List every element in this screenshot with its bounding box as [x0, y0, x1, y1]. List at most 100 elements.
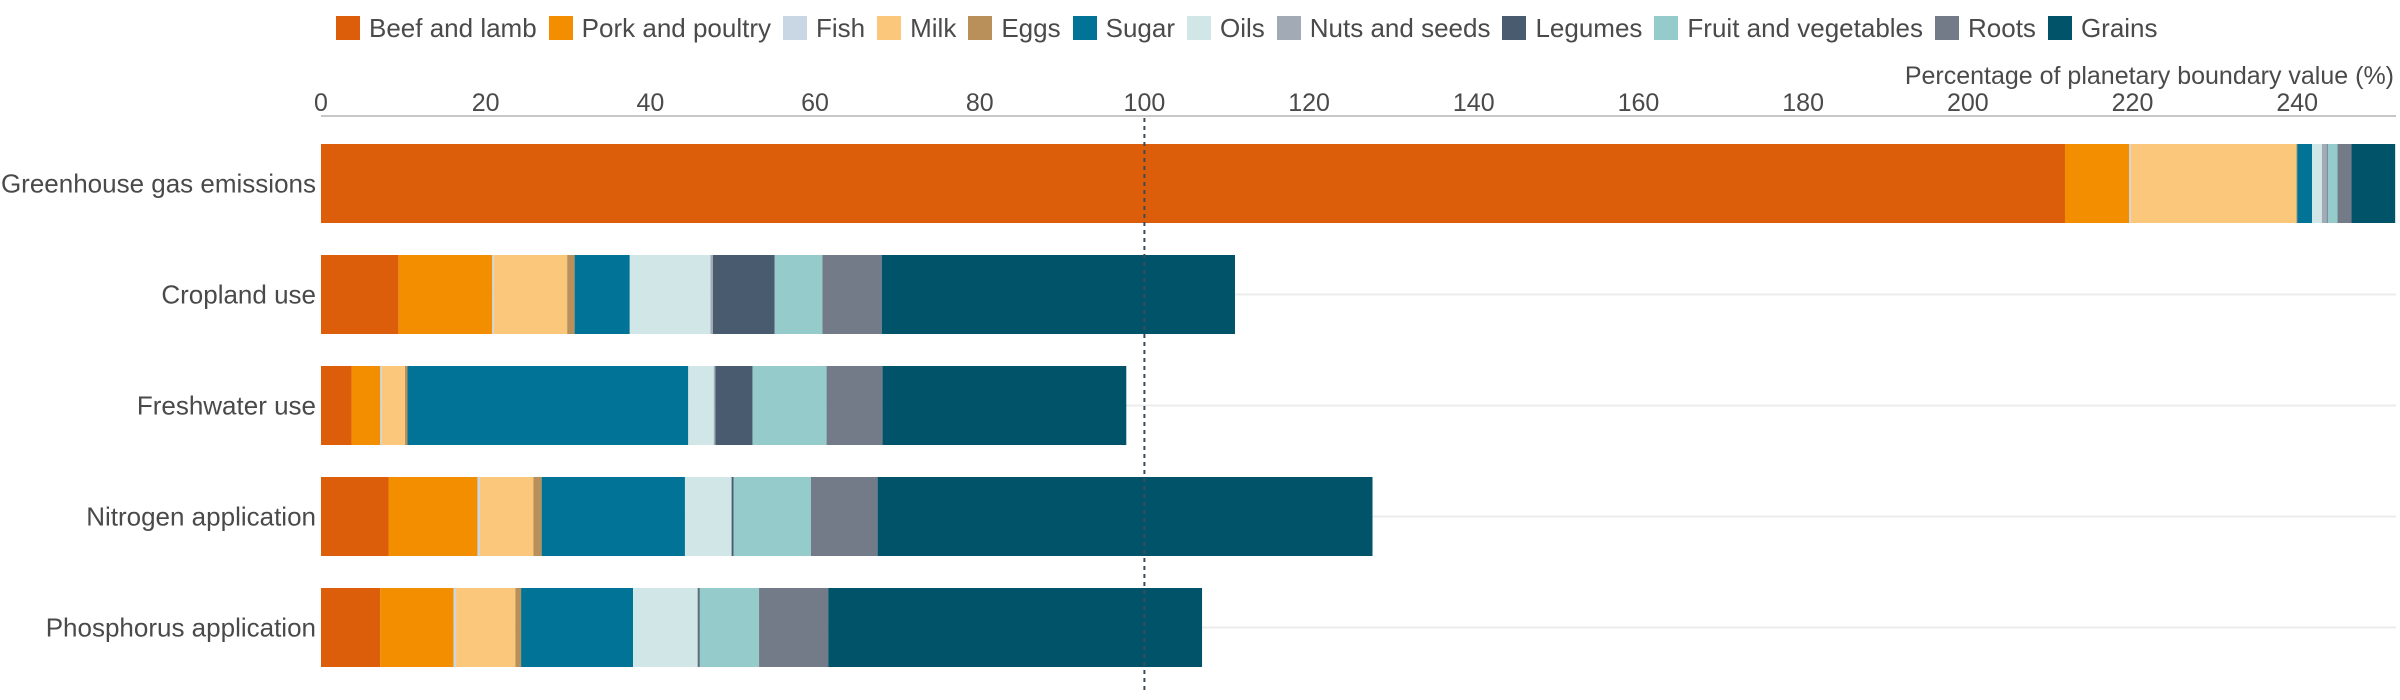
bar-segment-freshwater-use-fruit-and-vegetables [752, 366, 827, 445]
bar-segment-freshwater-use-roots [826, 366, 883, 445]
bar-segment-phosphorus-application-legumes [698, 588, 700, 667]
bar-segment-nitrogen-application-oils [684, 477, 732, 556]
x-tick-label: 0 [314, 89, 328, 117]
bar-segment-greenhouse-gas-emissions-pork-and-poultry [2064, 144, 2130, 223]
bar-segment-greenhouse-gas-emissions-legumes [2326, 144, 2328, 223]
bar-segment-greenhouse-gas-emissions-oils [2312, 144, 2322, 223]
legend-item-fish: Fish [783, 13, 865, 44]
category-label-freshwater-use: Freshwater use [137, 391, 316, 421]
legend-item-sugar: Sugar [1072, 12, 1175, 44]
bar-segment-cropland-use-beef-and-lamb [321, 255, 399, 334]
bar-segment-freshwater-use-legumes [715, 366, 753, 445]
bar-segment-cropland-use-oils [629, 255, 711, 334]
bar-segment-cropland-use-grains [881, 255, 1235, 334]
legend-label-nuts-and-seeds: Nuts and seeds [1309, 12, 1491, 43]
bar-segment-cropland-use-eggs [567, 255, 575, 334]
legend-swatch-oils [1187, 16, 1211, 40]
bar-segment-phosphorus-application-oils [633, 588, 698, 667]
legend-label-beef-and-lamb: Beef and lamb [369, 12, 537, 43]
bar-segment-nitrogen-application-nuts-and-seeds [731, 477, 732, 556]
bar-segment-greenhouse-gas-emissions-grains [2351, 144, 2396, 223]
category-label-nitrogen-application: Nitrogen application [86, 502, 316, 532]
x-tick-label: 200 [1947, 89, 1989, 117]
bar-segment-nitrogen-application-fish [477, 477, 480, 556]
category-label-greenhouse-gas-emissions: Greenhouse gas emissions [1, 169, 316, 199]
bar-segment-phosphorus-application-grains [828, 588, 1203, 667]
legend-item-grains: Grains [2047, 12, 2158, 44]
legend-item-milk: Milk [877, 13, 956, 44]
bar-segment-nitrogen-application-beef-and-lamb [321, 477, 389, 556]
bar-segment-freshwater-use-milk [381, 366, 405, 445]
legend-label-grains: Grains [2080, 12, 2158, 43]
bar-segment-nitrogen-application-legumes [731, 477, 734, 556]
legend-item-eggs: Eggs [968, 12, 1061, 44]
x-tick-label: 60 [801, 89, 829, 117]
legend-swatch-nuts-and-seeds [1276, 16, 1301, 40]
legend-swatch-pork-and-poultry [548, 16, 573, 40]
legend-item-beef-and-lamb: Beef and lamb [336, 13, 537, 44]
bar-segment-greenhouse-gas-emissions-fruit-and-vegetables [2327, 144, 2338, 223]
bar-segment-cropland-use-pork-and-poultry [398, 255, 493, 334]
x-tick-label: 40 [636, 89, 664, 117]
bar-segment-freshwater-use-pork-and-poultry [351, 366, 381, 445]
bar-segment-greenhouse-gas-emissions-milk [2130, 144, 2297, 223]
bar-segment-nitrogen-application-pork-and-poultry [388, 477, 478, 556]
category-label-phosphorus-application: Phosphorus application [46, 613, 316, 643]
bar-segment-greenhouse-gas-emissions-roots [2337, 144, 2352, 223]
bar-segment-phosphorus-application-milk [456, 588, 516, 667]
bar-segment-freshwater-use-eggs [404, 366, 408, 445]
bar-segment-greenhouse-gas-emissions-sugar [2297, 144, 2313, 223]
x-tick-label: 240 [2276, 89, 2318, 117]
bar-segment-phosphorus-application-fruit-and-vegetables [699, 588, 760, 667]
legend-label-sugar: Sugar [1105, 12, 1175, 43]
bar-segment-phosphorus-application-fish [453, 588, 457, 667]
bar-segment-nitrogen-application-sugar [541, 477, 685, 556]
chart-legend: Beef and lamb Pork and poultry Fish Milk Egg… [336, 11, 2170, 45]
x-tick-label: 100 [1124, 89, 1166, 117]
bar-segment-cropland-use-sugar [574, 255, 630, 334]
bar-segment-freshwater-use-nuts-and-seeds [713, 366, 716, 445]
x-tick-label: 220 [2112, 89, 2154, 117]
bar-segment-phosphorus-application-beef-and-lamb [321, 588, 381, 667]
legend-item-nuts-and-seeds: Nuts and seeds [1276, 12, 1491, 44]
bar-segment-phosphorus-application-roots [759, 588, 829, 667]
bar-segment-greenhouse-gas-emissions-nuts-and-seeds [2321, 144, 2327, 223]
x-tick-label: 120 [1288, 89, 1330, 117]
legend-swatch-sugar [1072, 16, 1097, 40]
x-axis-title: Percentage of planetary boundary value (… [1905, 62, 2394, 90]
legend-swatch-beef-and-lamb [336, 16, 360, 40]
legend-label-eggs: Eggs [1001, 12, 1061, 43]
bar-segment-nitrogen-application-roots [810, 477, 878, 556]
bar-segment-freshwater-use-oils [688, 366, 714, 445]
bar-segment-freshwater-use-fish [380, 366, 382, 445]
legend-swatch-milk [877, 16, 902, 40]
legend-label-oils: Oils [1220, 12, 1265, 43]
legend-label-milk: Milk [910, 12, 957, 43]
x-tick-label: 160 [1618, 89, 1660, 117]
bar-segment-nitrogen-application-eggs [533, 477, 542, 556]
category-label-cropland-use: Cropland use [161, 280, 316, 310]
bar-segment-cropland-use-milk [493, 255, 568, 334]
bar-segment-cropland-use-fruit-and-vegetables [774, 255, 823, 334]
bar-segment-greenhouse-gas-emissions-fish [2129, 144, 2131, 223]
legend-label-fish: Fish [816, 12, 866, 43]
bar-segment-phosphorus-application-eggs [515, 588, 522, 667]
legend-swatch-roots [1935, 16, 1960, 40]
legend-item-fruit-and-vegetables: Fruit and vegetables [1654, 13, 1923, 44]
legend-item-pork-and-poultry: Pork and poultry [548, 13, 771, 44]
bar-segment-freshwater-use-beef-and-lamb [321, 366, 352, 445]
legend-item-legumes: Legumes [1502, 13, 1642, 44]
legend-item-oils: Oils [1187, 13, 1265, 44]
bar-segment-greenhouse-gas-emissions-beef-and-lamb [321, 144, 2065, 223]
bar-segment-cropland-use-fish [492, 255, 494, 334]
legend-swatch-grains [2047, 16, 2072, 40]
legend-swatch-eggs [968, 16, 993, 40]
legend-swatch-legumes [1502, 16, 1527, 40]
legend-label-legumes: Legumes [1535, 12, 1643, 43]
legend-swatch-fish [783, 16, 807, 40]
x-tick-label: 80 [966, 89, 994, 117]
bar-segment-phosphorus-application-pork-and-poultry [380, 588, 454, 667]
bar-segment-phosphorus-application-nuts-and-seeds [697, 588, 699, 667]
bar-segment-freshwater-use-sugar [407, 366, 689, 445]
